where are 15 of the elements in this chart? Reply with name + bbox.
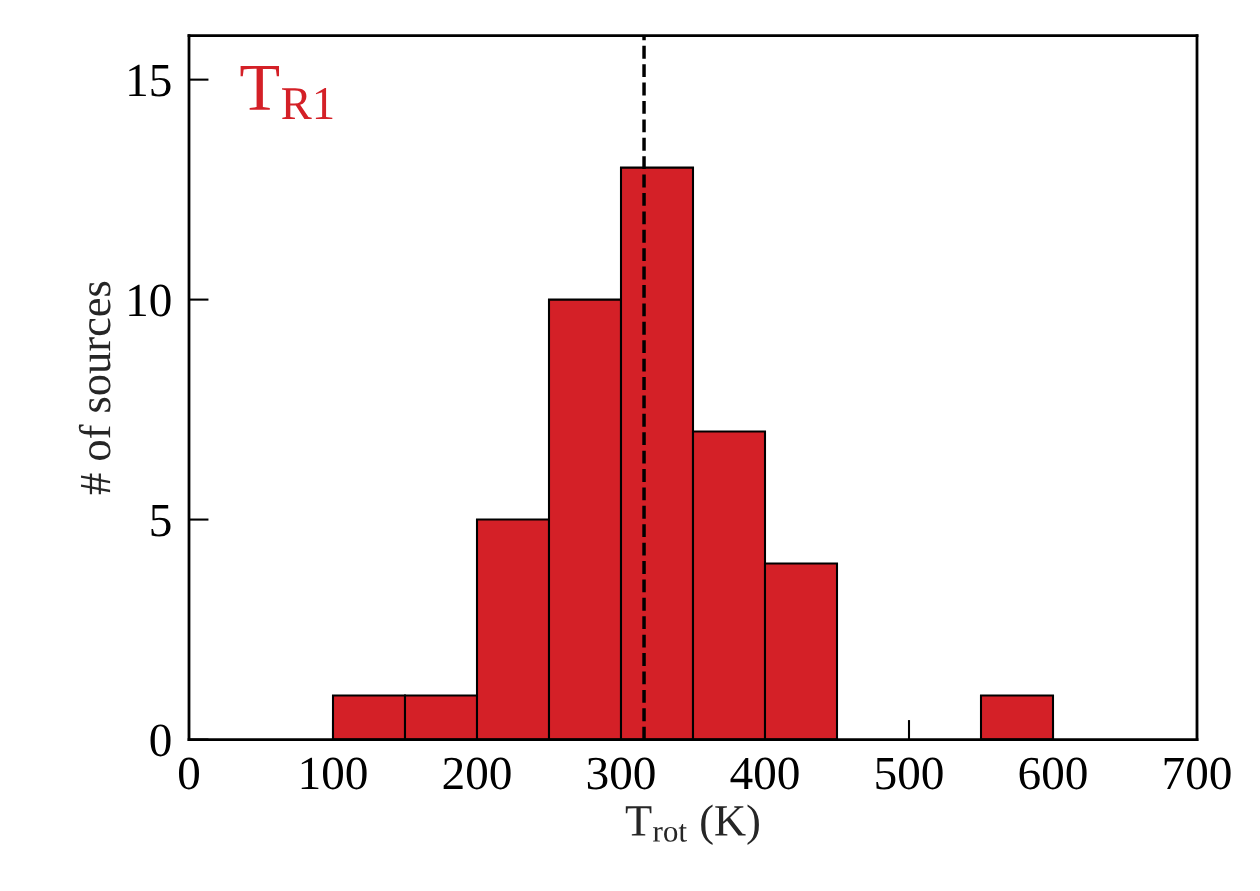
y-axis-title: # of sources xyxy=(78,281,111,495)
x-tick-label: 400 xyxy=(730,757,799,790)
y-tick-label: 0 xyxy=(150,724,171,757)
x-tick-label: 100 xyxy=(301,757,367,790)
x-tick-label: 700 xyxy=(1164,757,1231,790)
x-tick-label: 200 xyxy=(443,757,511,790)
annotation: T$_{R1}$ xyxy=(240,66,333,119)
y-tick-label: 15 xyxy=(129,64,171,97)
x-tick-label: 0 xyxy=(178,757,200,790)
y-tick-label: 10 xyxy=(129,284,171,317)
x-tick-label: 300 xyxy=(587,757,655,790)
x-tick-label: 600 xyxy=(1019,757,1087,790)
x-tick-label: 500 xyxy=(876,757,943,790)
y-tick-label: 5 xyxy=(151,505,171,537)
x-axis-title: T$_{rot}$ (K) xyxy=(625,804,759,845)
